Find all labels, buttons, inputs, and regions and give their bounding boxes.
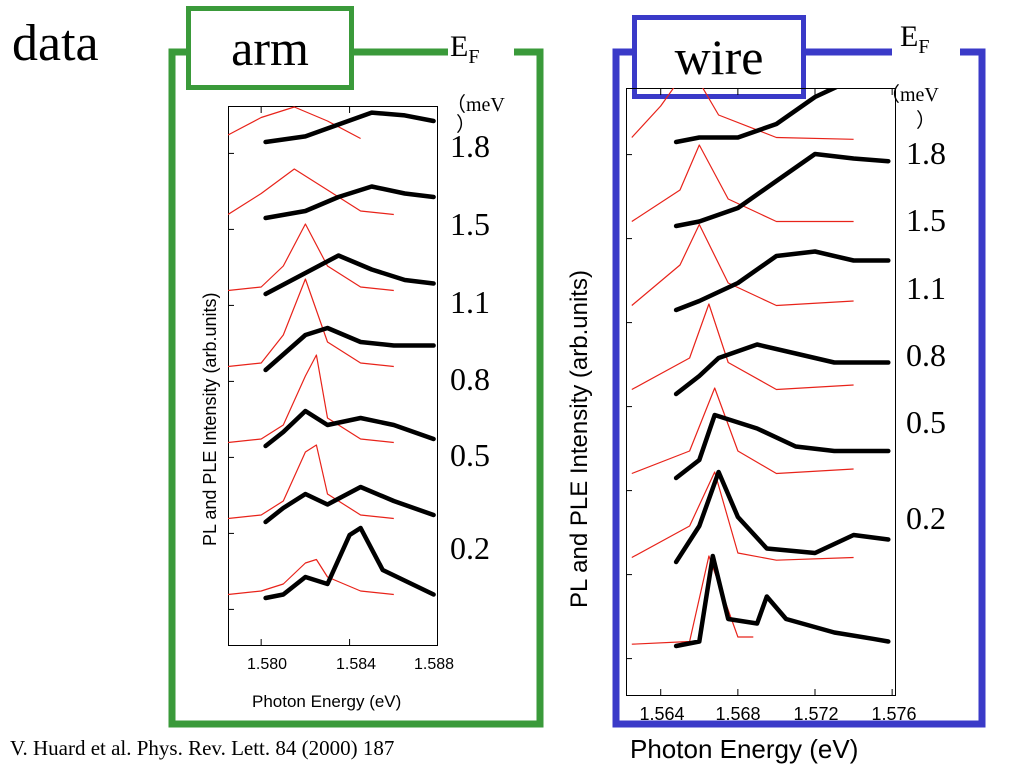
wire-pl-curve: [673, 249, 891, 313]
wire-x-tick-label: 1.576: [871, 704, 917, 724]
arm-ple-curve: [228, 168, 394, 216]
arm-pl-curve: [263, 525, 436, 601]
wire-ple-curve: [631, 555, 754, 645]
wire-x-axis-label: Photon Energy (eV): [630, 734, 859, 764]
wire-ef-label: EF: [900, 20, 930, 59]
arm-panel-title: arm: [186, 6, 354, 90]
arm-ple-curve: [228, 444, 394, 520]
wire-unit-close: ）: [916, 110, 936, 132]
arm-x-tick-label: 1.580: [246, 656, 288, 673]
arm-pl-curve: [263, 325, 436, 373]
wire-x-tick-label: 1.564: [639, 704, 685, 724]
wire-pl-curve: [673, 151, 891, 229]
wire-ef-symbol: E: [900, 20, 919, 53]
wire-ple-curve: [631, 88, 854, 140]
wire-level-label: 1.8: [906, 135, 946, 171]
arm-level-label: 1.1: [450, 284, 490, 320]
wire-ple-curve: [631, 144, 854, 223]
wire-ple-curve: [631, 471, 854, 561]
wire-ple-curve: [631, 223, 854, 307]
wire-panel-title: wire: [632, 15, 806, 99]
wire-level-label: 0.2: [906, 500, 946, 536]
arm-level-label: 0.8: [450, 361, 490, 397]
arm-pl-curve: [263, 253, 436, 297]
wire-x-tick-label: 1.568: [715, 704, 761, 724]
wire-plot-frame: [626, 88, 896, 696]
wire-ple-curve: [631, 303, 854, 391]
arm-ple-curve: [228, 278, 394, 368]
wire-pl-curve: [673, 342, 891, 397]
arm-ef-subscript: F: [468, 46, 480, 68]
arm-pl-curve: [263, 110, 436, 145]
arm-pl-curve: [263, 484, 436, 525]
wire-unit-label: （meV: [880, 84, 939, 106]
arm-ef-symbol: E: [450, 30, 469, 63]
arm-pl-curve: [263, 408, 436, 449]
wire-level-label: 1.5: [906, 202, 946, 238]
wire-frame: [612, 48, 986, 728]
slide-title: data: [12, 15, 99, 72]
arm-plot-area: [228, 106, 438, 646]
arm-x-tick-label: 1.588: [413, 656, 455, 673]
arm-level-label: 1.8: [450, 128, 490, 164]
wire-level-label: 0.5: [906, 404, 946, 440]
citation: V. Huard et al. Phys. Rev. Lett. 84 (200…: [10, 736, 395, 760]
wire-level-label: 1.1: [906, 270, 946, 306]
arm-ple-curve: [228, 558, 394, 596]
wire-x-tick-label: 1.572: [793, 704, 839, 724]
wire-ple-curve: [631, 387, 854, 475]
arm-level-label: 0.5: [450, 437, 490, 473]
arm-ple-curve: [228, 223, 394, 292]
arm-ef-label: EF: [450, 30, 480, 69]
arm-level-label: 1.5: [450, 206, 490, 242]
wire-pl-curve: [673, 469, 891, 565]
arm-y-axis-label: PL and PLE Intensity (arb.units): [200, 292, 220, 546]
wire-ef-subscript: F: [918, 36, 930, 58]
arm-x-axis-label: Photon Energy (eV): [252, 692, 402, 711]
wire-pl-curve: [673, 88, 840, 145]
arm-level-label: 0.2: [450, 530, 490, 566]
arm-unit-label: （meV: [446, 94, 505, 116]
wire-level-label: 0.8: [906, 337, 946, 373]
wire-pl-curve: [673, 553, 891, 649]
arm-ple-curve: [228, 354, 394, 444]
wire-plot-area: [626, 88, 896, 696]
wire-y-axis-label: PL and PLE Intensity (arb.units): [566, 270, 593, 608]
arm-unit-close: ）: [456, 114, 476, 136]
arm-frame: [168, 48, 544, 728]
wire-pl-curve: [673, 412, 891, 481]
arm-x-tick-label: 1.584: [335, 656, 377, 673]
arm-plot-frame: [228, 106, 438, 646]
arm-pl-curve: [263, 184, 436, 221]
